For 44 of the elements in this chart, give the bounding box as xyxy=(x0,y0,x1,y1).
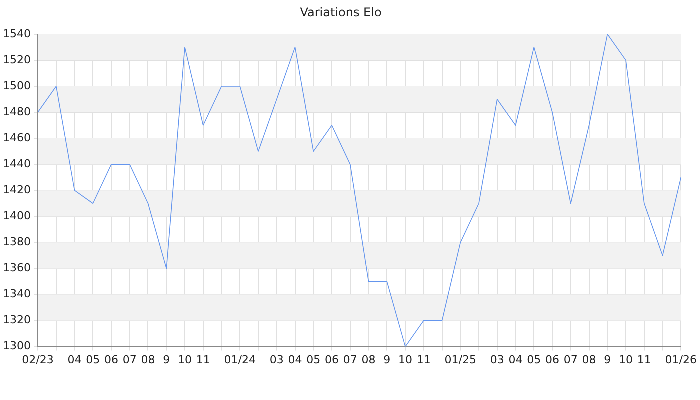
y-tick-label: 1480 xyxy=(2,105,31,118)
x-tick-label: 08 xyxy=(582,353,596,366)
x-tick-label: 07 xyxy=(564,353,578,366)
y-tick-label: 1400 xyxy=(2,209,31,222)
x-tick-label: 03 xyxy=(490,353,504,366)
x-tick-label: 08 xyxy=(362,353,376,366)
x-tick-label: 05 xyxy=(306,353,321,366)
y-tick-label: 1420 xyxy=(2,183,31,196)
x-tick-label: 04 xyxy=(508,353,523,366)
x-tick-label: 11 xyxy=(637,353,652,366)
x-tick-label: 05 xyxy=(527,353,542,366)
y-tick-label: 1440 xyxy=(2,157,31,170)
x-tick-label: 06 xyxy=(325,353,340,366)
x-tick-label: 01/26 xyxy=(665,353,697,366)
y-tick-label: 1540 xyxy=(2,27,31,40)
x-tick-label: 10 xyxy=(178,353,192,366)
y-tick-label: 1500 xyxy=(2,79,31,92)
x-tick-label: 10 xyxy=(398,353,413,366)
y-tick-label: 1320 xyxy=(2,314,31,327)
x-tick-label: 07 xyxy=(343,353,358,366)
x-tick-label: 08 xyxy=(141,353,156,366)
x-tick-label: 11 xyxy=(196,353,210,366)
chart-title: Variations Elo xyxy=(300,5,382,20)
x-tick-label: 01/25 xyxy=(444,353,476,366)
x-tick-label: 02/23 xyxy=(22,353,54,366)
y-tick-label: 1380 xyxy=(2,236,31,249)
x-tick-label: 10 xyxy=(619,353,634,366)
x-tick-label: 04 xyxy=(68,353,82,366)
x-tick-label: 9 xyxy=(163,353,170,366)
x-tick-label: 9 xyxy=(604,353,612,366)
y-tick-label: 1300 xyxy=(2,340,31,353)
y-tick-label: 1520 xyxy=(2,53,31,66)
x-tick-label: 06 xyxy=(546,353,560,366)
x-tick-label: 03 xyxy=(270,353,284,366)
y-tick-label: 1360 xyxy=(2,262,31,275)
x-tick-label: 01/24 xyxy=(224,353,256,366)
x-tick-label: 04 xyxy=(288,353,302,366)
x-tick-label: 9 xyxy=(384,353,391,366)
x-tick-label: 06 xyxy=(104,353,118,366)
y-tick-label: 1460 xyxy=(2,131,31,144)
x-tick-label: 05 xyxy=(86,353,100,366)
y-tick-label: 1340 xyxy=(2,288,31,301)
x-tick-label: 11 xyxy=(416,353,431,366)
x-tick-label: 07 xyxy=(122,353,137,366)
